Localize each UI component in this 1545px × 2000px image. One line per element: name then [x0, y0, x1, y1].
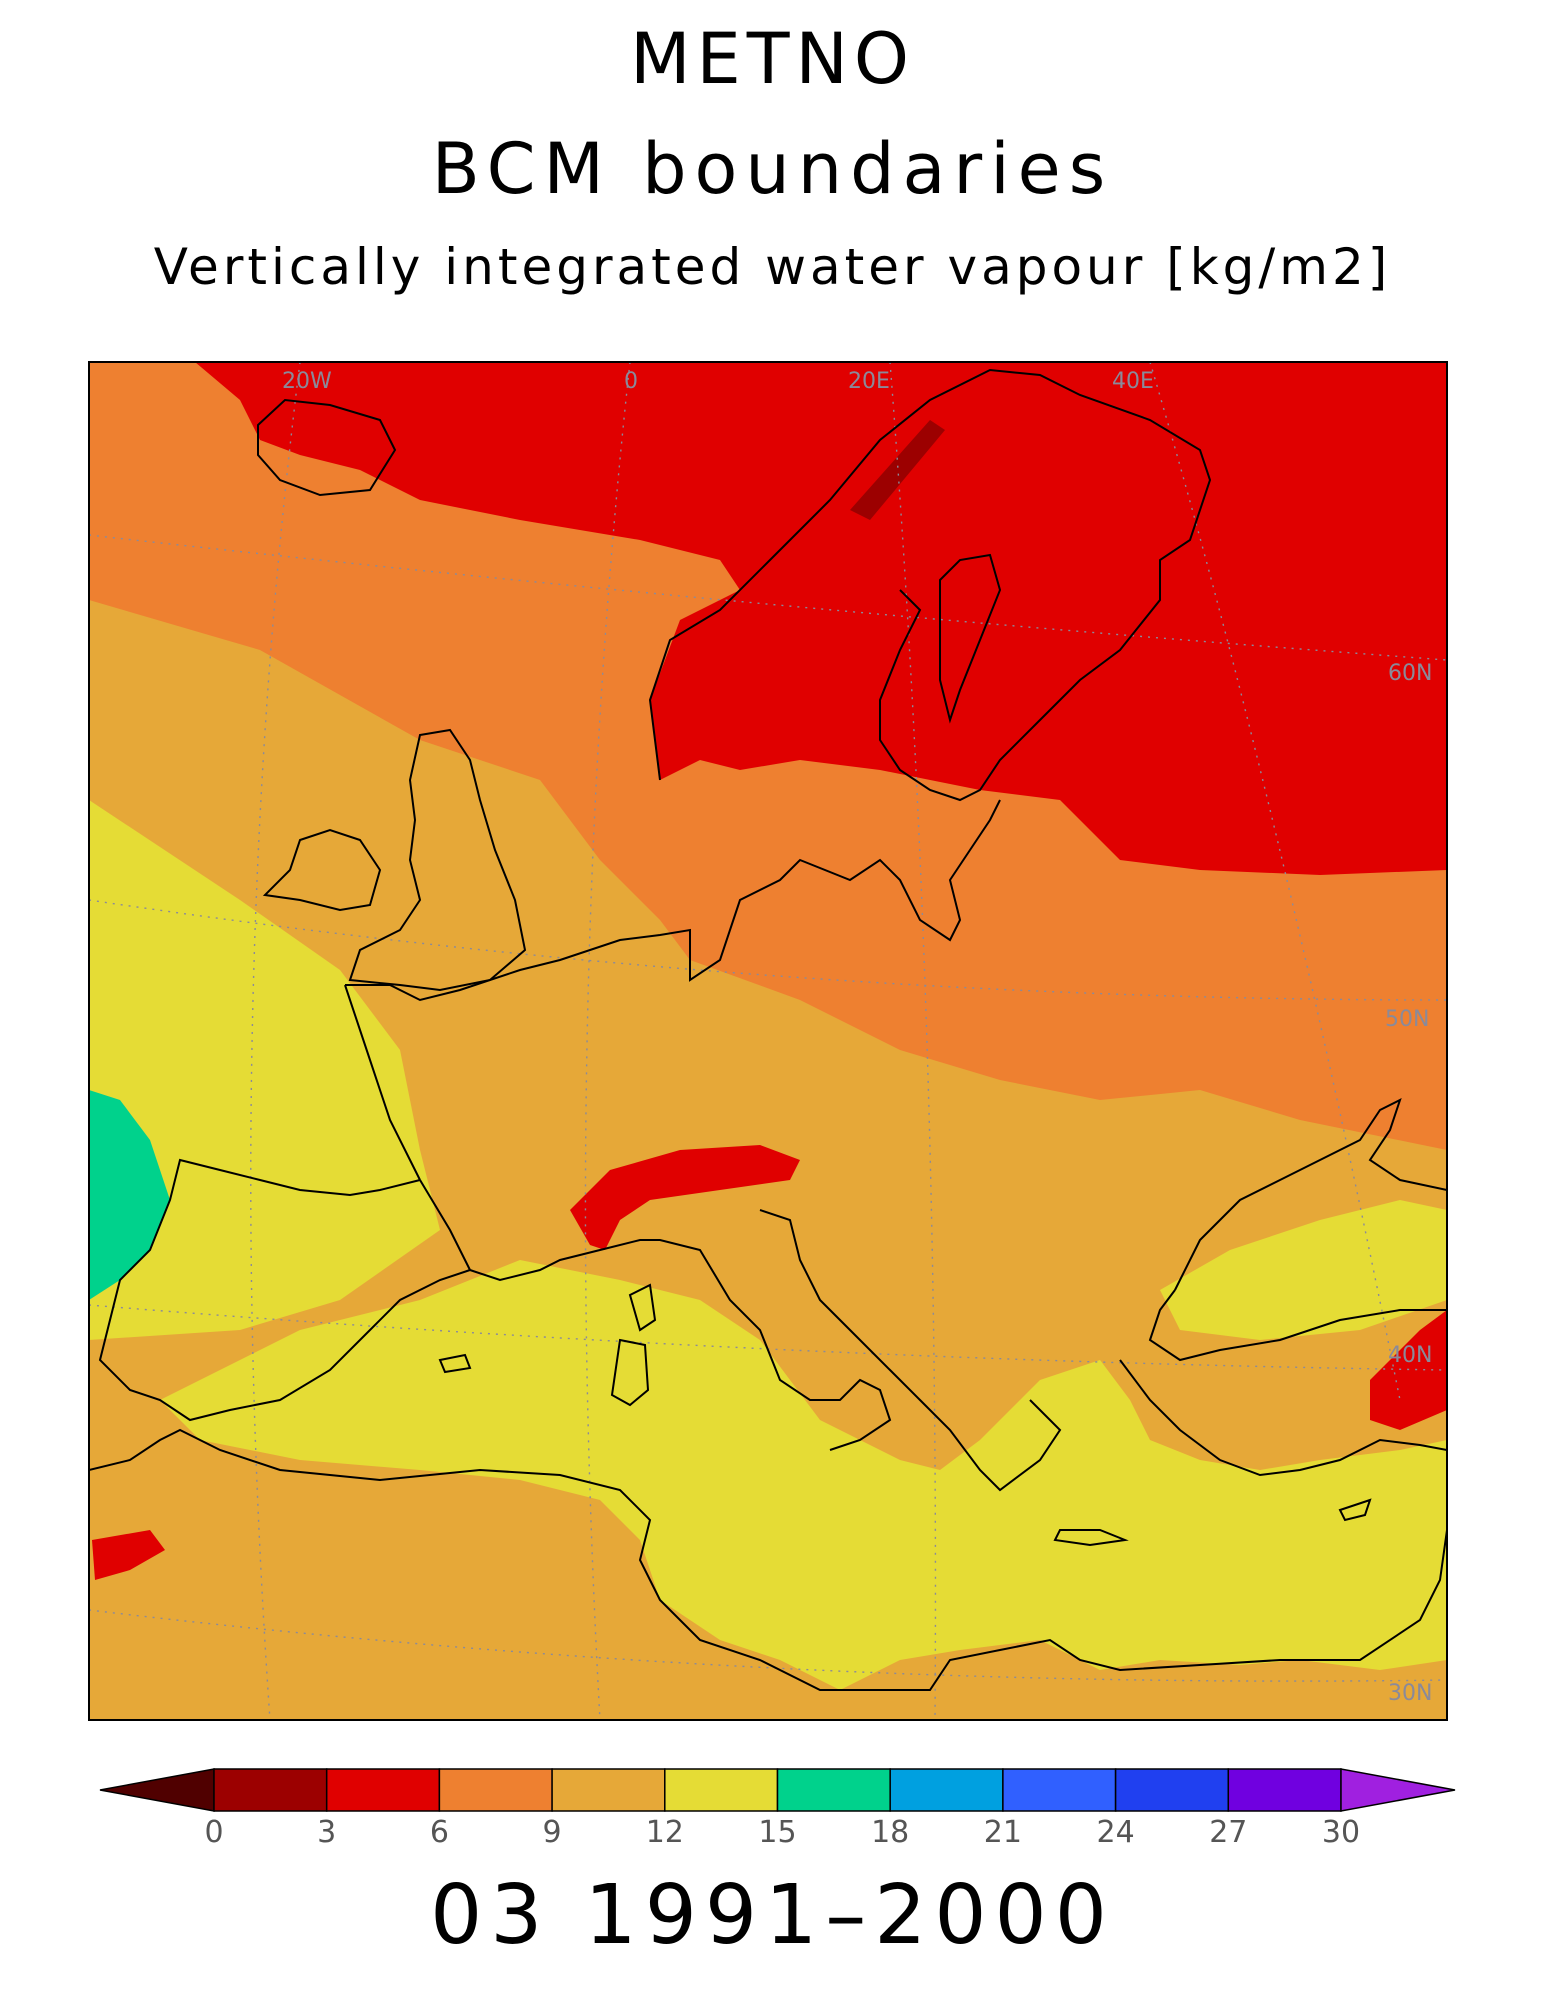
colorbar-tick-label: 27 [1209, 1815, 1247, 1850]
period-label: 03 1991–2000 [430, 1868, 1115, 1963]
lon-label-40e: 40E [1112, 369, 1154, 394]
lon-label-0: 0 [624, 369, 638, 394]
title-line-1: METNO [630, 18, 915, 100]
colorbar-segment-2 [438, 1768, 553, 1812]
colorbar-tick-label: 12 [646, 1815, 684, 1850]
colorbar-segment-4 [664, 1768, 779, 1812]
colorbar-segment-1 [325, 1768, 441, 1812]
map-frame [88, 361, 1448, 1721]
colorbar-segment-7 [1002, 1768, 1117, 1812]
field-15-18-sw [89, 1090, 170, 1300]
title-line-2: BCM boundaries [431, 128, 1114, 210]
colorbar-tick-label: 0 [204, 1815, 223, 1850]
lat-label-40n: 40N [1388, 1343, 1432, 1368]
colorbar-tick-labels: 0 3 6 9 12 15 18 21 24 27 30 [204, 1815, 1360, 1850]
colorbar-segment-0 [213, 1768, 328, 1812]
colorbar: 0 3 6 9 12 15 18 21 24 27 30 [99, 1768, 1456, 1850]
field-3-6-nw-africa [92, 1530, 165, 1580]
graticule [89, 362, 1447, 1720]
graticule-labels: 20W 0 20E 40E 60N 50N 40N 30N [282, 369, 1432, 1706]
title-line-3: Vertically integrated water vapour [kg/m… [153, 238, 1392, 296]
lat-label-60n: 60N [1388, 661, 1432, 686]
colorbar-tick-label: 21 [984, 1815, 1022, 1850]
field-12-15-black-sea [1160, 1200, 1447, 1340]
colorbar-tick-label: 30 [1322, 1815, 1360, 1850]
coastlines [89, 368, 1447, 1691]
colorbar-segment-5 [776, 1768, 891, 1812]
colorbar-tick-label: 3 [317, 1815, 336, 1850]
colorbar-segments [213, 1768, 1342, 1812]
colorbar-tick-label: 6 [430, 1815, 449, 1850]
colorbar-tick-label: 9 [543, 1815, 562, 1850]
colorbar-segment-9 [1227, 1768, 1342, 1812]
field-3-6-north [195, 362, 1447, 875]
lon-label-20w: 20W [282, 369, 332, 394]
field-12-15-mediterranean [160, 1260, 1447, 1690]
colorbar-segment-3 [551, 1768, 666, 1812]
lat-label-30n: 30N [1388, 1681, 1432, 1706]
colorbar-tick-label: 24 [1097, 1815, 1135, 1850]
colorbar-tick-label: 15 [758, 1815, 796, 1850]
colorbar-tick-label: 18 [871, 1815, 909, 1850]
colorbar-segment-6 [889, 1768, 1004, 1812]
field-12-15-atlantic [89, 800, 440, 1340]
lat-label-50n: 50N [1385, 1007, 1429, 1032]
water-vapour-field [89, 362, 1447, 1720]
colorbar-segment-8 [1114, 1768, 1230, 1812]
colorbar-over-arrow [1340, 1768, 1456, 1812]
field-0-3-scandes [850, 420, 945, 520]
colorbar-under-arrow [99, 1768, 215, 1812]
lon-label-20e: 20E [848, 369, 890, 394]
field-3-6-alps [570, 1145, 800, 1250]
